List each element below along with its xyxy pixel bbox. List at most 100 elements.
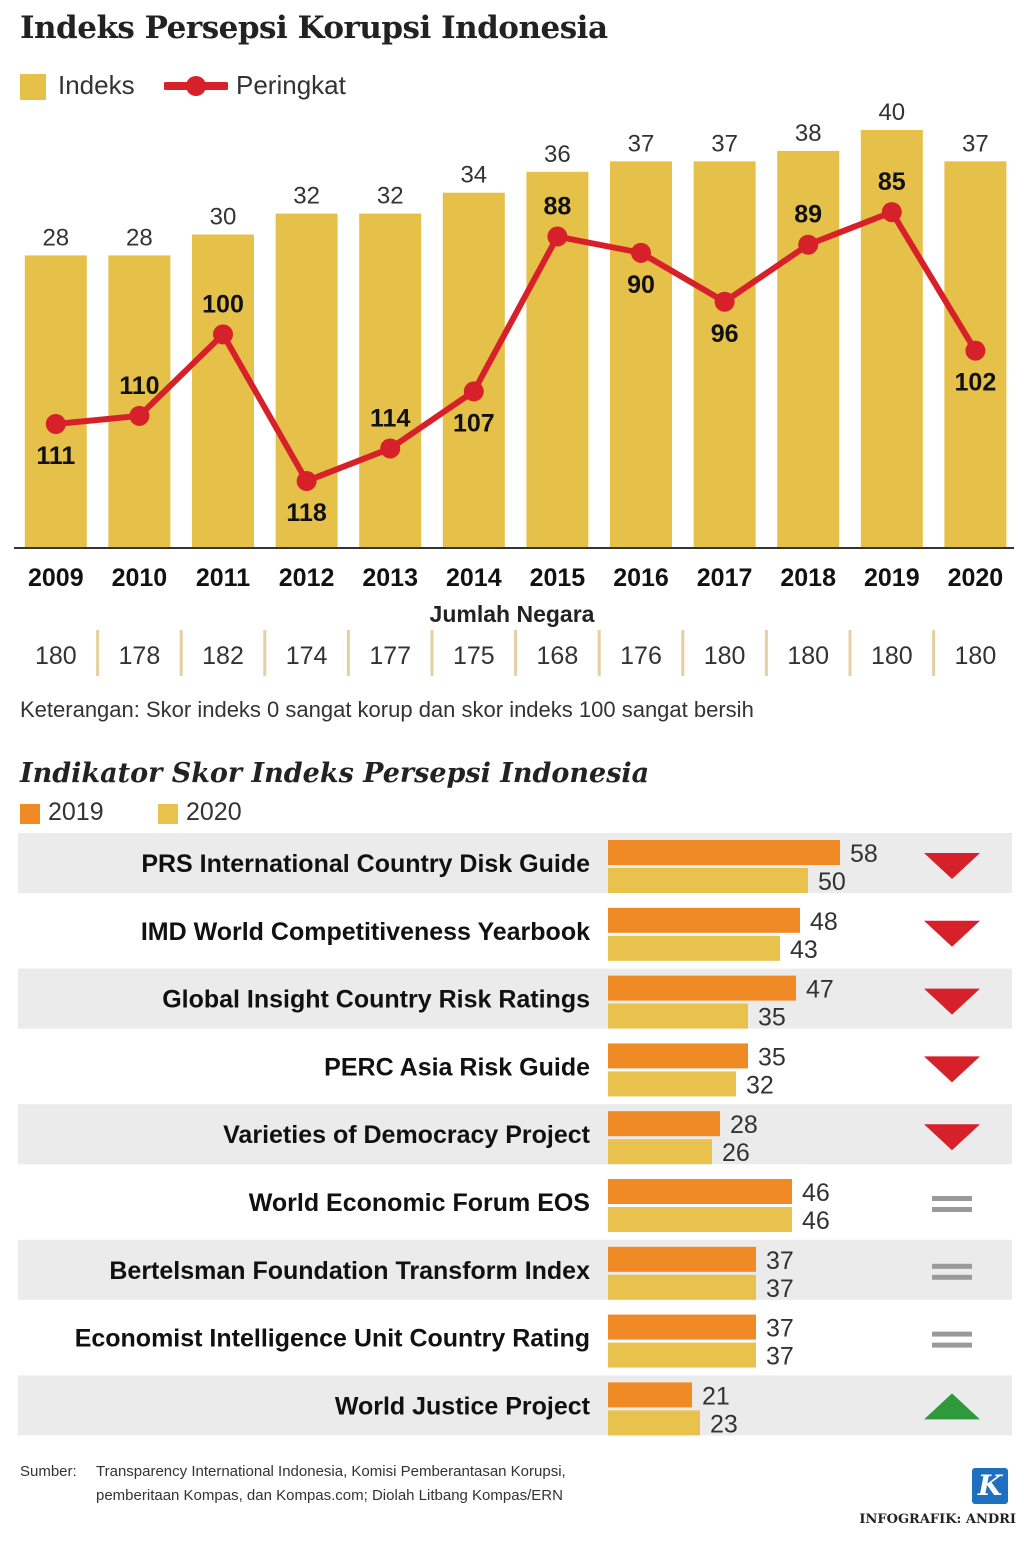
bar-value-label: 40 bbox=[878, 99, 905, 126]
equal-bar bbox=[932, 1207, 972, 1212]
trend-down-icon bbox=[924, 853, 980, 879]
indicator-label: IMD World Competitiveness Yearbook bbox=[141, 918, 590, 946]
x-tick-label: 2015 bbox=[530, 564, 586, 592]
countries-title: Jumlah Negara bbox=[429, 601, 595, 627]
country-count: 178 bbox=[119, 642, 161, 670]
index-rank-chart: 28 28 30 32 32 34 36 37 37 38 40 37 111 110 100 118 114 1… bbox=[14, 99, 1014, 676]
page-title: Indeks Persepsi Korupsi Indonesia bbox=[20, 10, 608, 46]
bar-value-label: 37 bbox=[962, 130, 989, 157]
bar-indeks bbox=[860, 130, 923, 548]
value-2019: 28 bbox=[730, 1111, 758, 1139]
bar-indeks bbox=[275, 213, 338, 548]
legend-swatch-2019 bbox=[20, 804, 40, 824]
country-count: 175 bbox=[453, 642, 495, 670]
indicator-row bbox=[18, 1239, 1012, 1300]
country-count: 176 bbox=[620, 642, 662, 670]
x-tick-label: 2009 bbox=[28, 564, 84, 592]
x-tick-label: 2019 bbox=[864, 564, 920, 592]
value-2019: 47 bbox=[806, 976, 834, 1004]
trend-down-icon bbox=[924, 1124, 980, 1151]
rank-value-label: 89 bbox=[794, 201, 822, 229]
rank-point bbox=[45, 414, 66, 434]
trend-down-icon bbox=[924, 988, 980, 1015]
value-2019: 58 bbox=[850, 840, 878, 868]
value-2020: 43 bbox=[790, 936, 818, 964]
chart-note: Keterangan: Skor indeks 0 sangat korup d… bbox=[20, 697, 754, 722]
rank-point bbox=[296, 471, 317, 492]
bar-2019 bbox=[608, 840, 840, 865]
value-2019: 21 bbox=[702, 1382, 730, 1410]
legend-label-indeks: Indeks bbox=[58, 70, 135, 100]
rank-value-label: 85 bbox=[878, 168, 906, 196]
bar-value-label: 28 bbox=[126, 224, 153, 251]
bar-value-label: 38 bbox=[795, 120, 822, 147]
rank-point bbox=[129, 405, 150, 426]
x-tick-label: 2011 bbox=[196, 564, 250, 592]
value-2020: 32 bbox=[746, 1071, 774, 1099]
bar-value-label: 28 bbox=[42, 224, 69, 251]
indicator-label: World Justice Project bbox=[335, 1392, 591, 1420]
rank-value-label: 114 bbox=[370, 404, 410, 432]
bar-indeks bbox=[359, 213, 422, 548]
legend-swatch-indeks bbox=[20, 74, 46, 100]
value-2020: 37 bbox=[766, 1275, 794, 1303]
bar-2019 bbox=[608, 1043, 748, 1069]
rank-point bbox=[547, 226, 568, 247]
bar-2019 bbox=[608, 1314, 756, 1340]
bar-2019 bbox=[608, 1246, 756, 1272]
indicator-row bbox=[18, 1307, 1012, 1368]
bar-indeks bbox=[108, 255, 171, 548]
bar-2020 bbox=[608, 935, 780, 961]
country-count: 168 bbox=[537, 642, 579, 670]
bar-value-label: 34 bbox=[460, 162, 487, 189]
rank-value-label: 102 bbox=[955, 369, 997, 397]
bar-2020 bbox=[608, 1139, 712, 1165]
rank-point bbox=[631, 242, 651, 263]
bar-2019 bbox=[608, 1179, 792, 1204]
rank-value-label: 107 bbox=[453, 409, 495, 437]
credit: INFOGRAFIK: ANDRI bbox=[859, 1512, 1016, 1527]
bar-2020 bbox=[608, 1342, 756, 1368]
source-line-2: pemberitaan Kompas, dan Kompas.com; Diol… bbox=[96, 1487, 563, 1504]
bar-2020 bbox=[608, 1274, 756, 1300]
bar-indeks bbox=[777, 150, 840, 548]
country-count: 182 bbox=[202, 642, 244, 670]
rank-point bbox=[881, 202, 902, 223]
indicator-label: World Economic Forum EOS bbox=[249, 1189, 590, 1217]
x-tick-label: 2012 bbox=[279, 564, 335, 592]
trend-down-icon bbox=[924, 920, 980, 947]
indicator-row bbox=[18, 1104, 1012, 1165]
bar-indeks bbox=[610, 161, 672, 548]
bar-value-label: 32 bbox=[377, 183, 404, 210]
bar-value-label: 32 bbox=[293, 183, 320, 210]
rank-point bbox=[798, 234, 819, 255]
indicator-title: Indikator Skor Indeks Persepsi Indonesia bbox=[20, 758, 650, 789]
rank-value-label: 88 bbox=[543, 193, 571, 221]
indicator-label: Economist Intelligence Unit Country Rati… bbox=[75, 1325, 590, 1353]
rank-line bbox=[55, 209, 978, 485]
legend-label-2020: 2020 bbox=[186, 798, 242, 826]
value-2020: 35 bbox=[758, 1004, 786, 1032]
trend-equal-icon bbox=[932, 1196, 972, 1212]
bar-value-label: 36 bbox=[544, 141, 571, 168]
country-count: 177 bbox=[369, 642, 411, 670]
bar-value-label: 37 bbox=[628, 130, 655, 157]
rank-point bbox=[213, 324, 233, 345]
legend-label-2019: 2019 bbox=[48, 798, 104, 826]
bar-indeks bbox=[693, 161, 756, 548]
equal-bar bbox=[932, 1263, 972, 1269]
rank-value-label: 111 bbox=[36, 442, 75, 470]
bar-value-label: 37 bbox=[711, 130, 738, 157]
legend-line-peringkat bbox=[164, 76, 228, 96]
value-2019: 48 bbox=[810, 908, 838, 936]
indicator-row bbox=[18, 900, 1012, 961]
rank-value-label: 118 bbox=[286, 499, 326, 527]
bar-2020 bbox=[608, 1003, 748, 1029]
bar-2019 bbox=[608, 975, 796, 1001]
source-line-1: Transparency International Indonesia, Ko… bbox=[96, 1463, 566, 1480]
bar-indeks bbox=[24, 255, 87, 548]
value-2019: 37 bbox=[766, 1315, 794, 1343]
trend-equal-icon bbox=[932, 1331, 972, 1348]
value-2020: 26 bbox=[722, 1139, 750, 1167]
x-tick-label: 2020 bbox=[948, 564, 1004, 592]
